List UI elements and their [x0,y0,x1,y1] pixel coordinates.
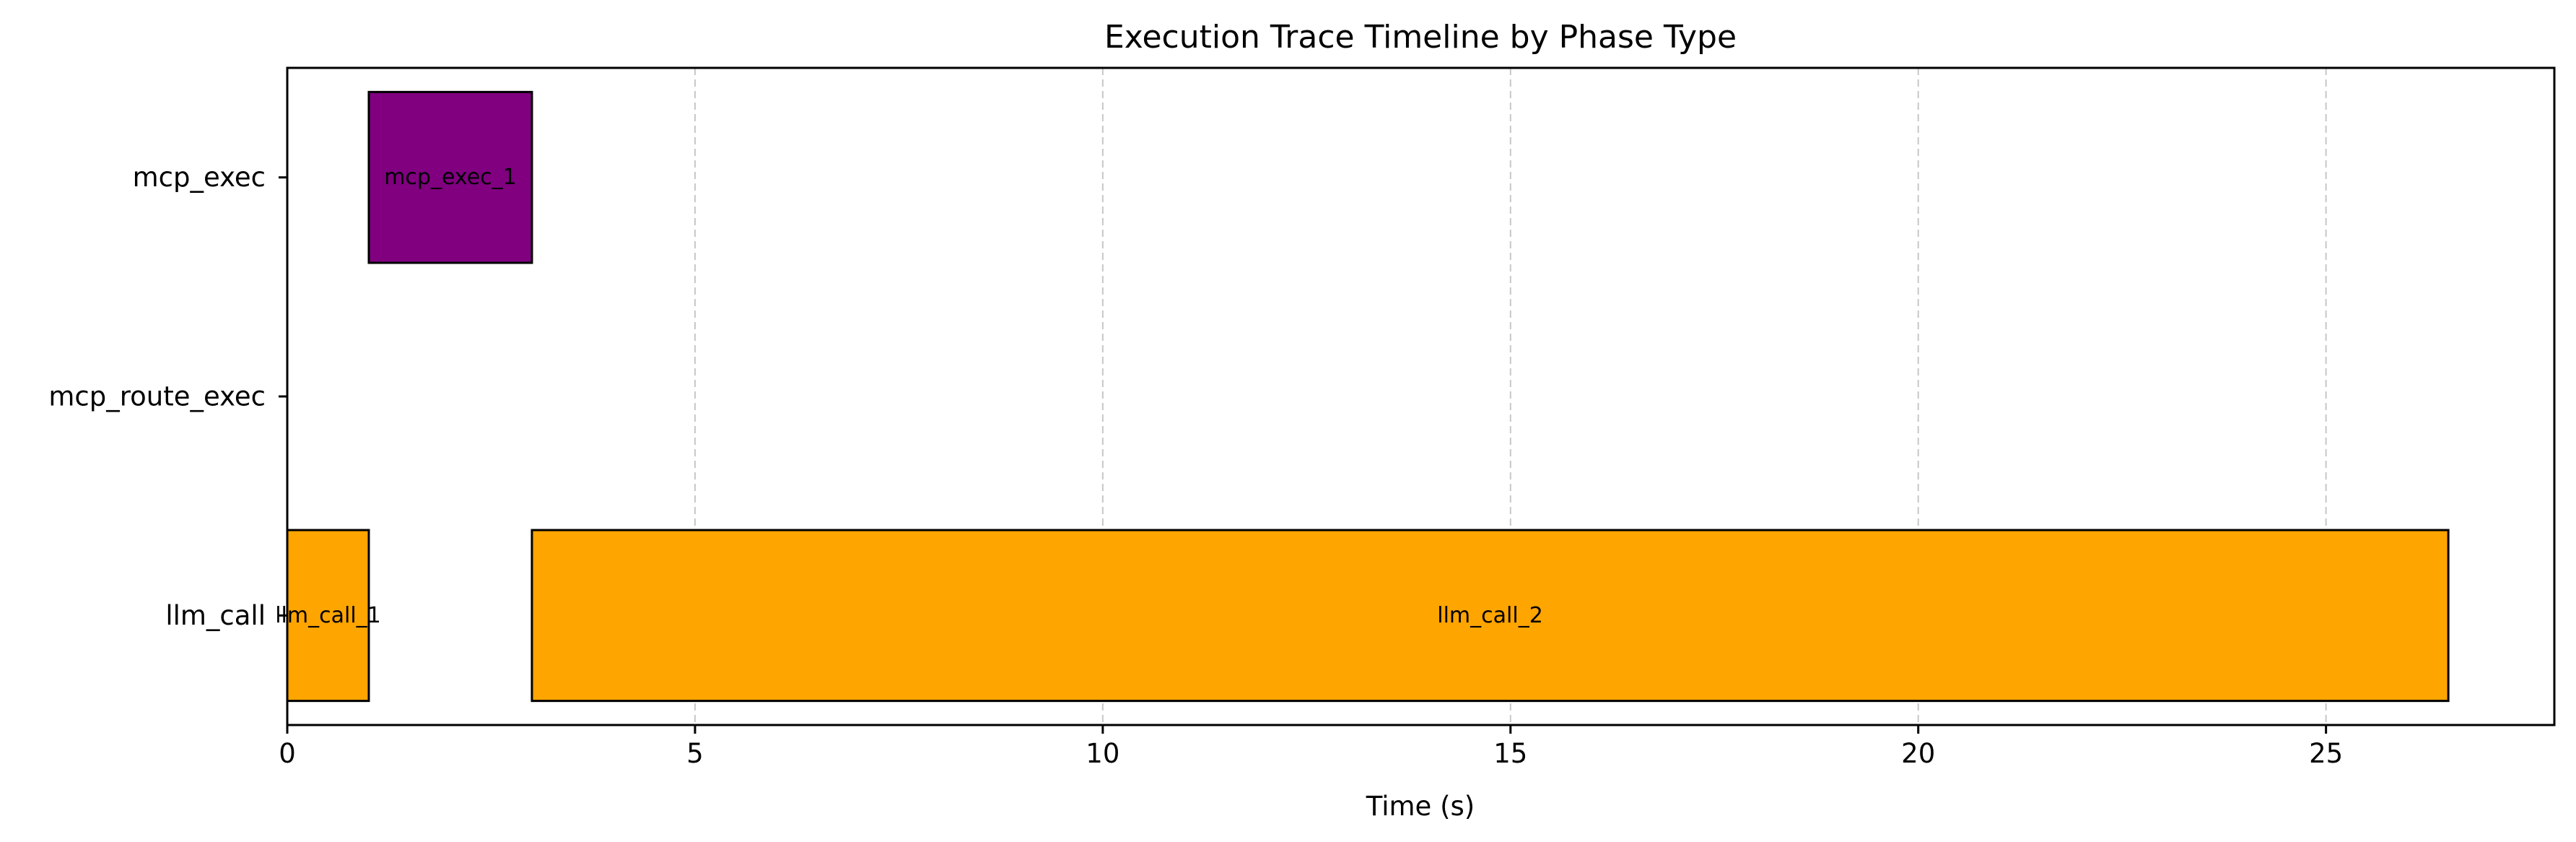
bar-llm_call_2 [531,529,2450,703]
x-tick-label: 5 [686,738,704,769]
bars-group: llm_call_1 mcp_exec_1 llm_call_2 [275,90,2450,703]
bar-label: mcp_exec_1 [384,165,517,190]
x-tick-label: 10 [1086,738,1119,769]
x-tick-label: 15 [1493,738,1527,769]
y-tick-label: mcp_exec [133,162,266,193]
bar-label: llm_call_2 [1437,603,1543,628]
y-tick-label: llm_call [165,600,266,631]
bar-mcp_exec_1 [367,90,533,264]
bar-label: llm_call_1 [275,603,381,628]
x-axis: 0 5 10 15 20 25 [279,725,2343,769]
y-tick-label: mcp_route_exec [48,381,266,412]
x-tick-label: 25 [2309,738,2343,769]
y-axis: llm_call mcp_route_exec mcp_exec [48,162,287,631]
x-tick-label: 0 [279,738,296,769]
x-tick-label: 20 [1901,738,1935,769]
bar-llm_call_1 [286,529,370,703]
x-axis-label: Time (s) [1366,791,1475,822]
chart-title: Execution Trace Timeline by Phase Type [1104,19,1737,56]
